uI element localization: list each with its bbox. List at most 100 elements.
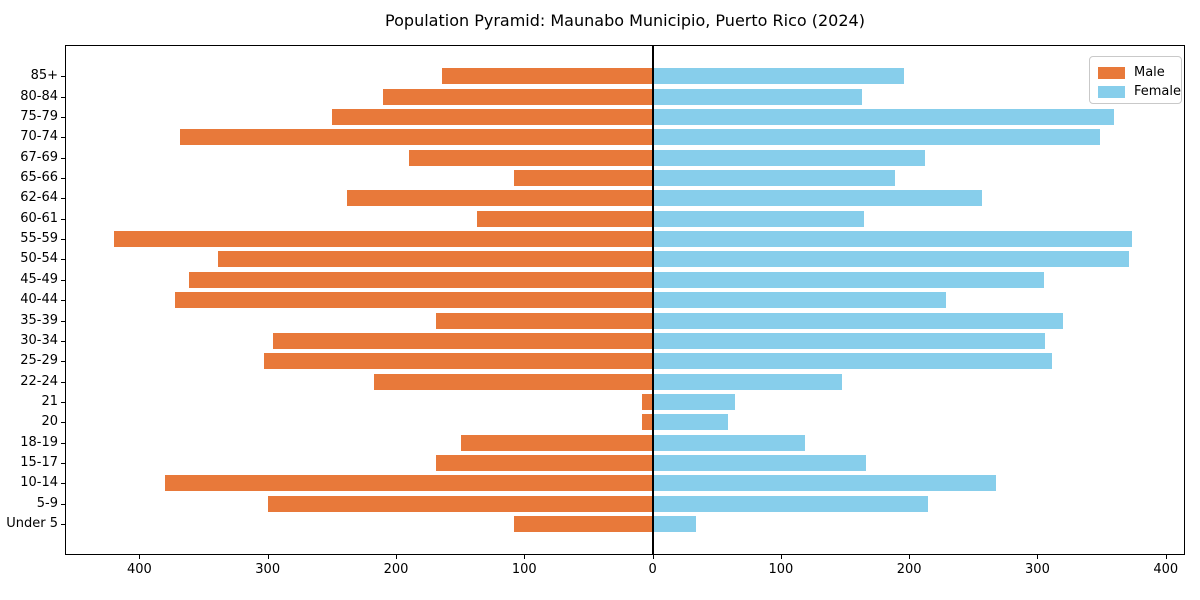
bar-female-70-74 (652, 129, 1101, 146)
xtick-label-300-7: 300 (1025, 562, 1050, 577)
ytick-label-25-29: 25-29 (20, 353, 58, 369)
bar-male-75-79 (331, 109, 653, 125)
ytick-mark-35-39 (61, 320, 65, 322)
bar-male-20 (642, 414, 653, 431)
xtick-label-100-3: 100 (511, 562, 537, 577)
bar-female-40-44 (652, 292, 947, 309)
ytick-label-85+: 85+ (30, 68, 58, 84)
ytick-mark-55-59 (61, 239, 65, 241)
ytick-mark-62-64 (61, 198, 65, 200)
bar-female-85+ (652, 68, 905, 85)
ytick-mark-45-49 (61, 279, 65, 281)
xtick-label-300-1: 300 (255, 562, 281, 577)
legend-female-swatch (1098, 85, 1125, 98)
ytick-label-5-9: 5-9 (36, 495, 58, 511)
bar-male-18-19 (461, 434, 653, 451)
bar-female-50-54 (652, 251, 1129, 268)
legend-entry-male: Male (1098, 64, 1173, 81)
ytick-label-15-17: 15-17 (20, 454, 58, 470)
bar-female-30-34 (652, 332, 1046, 349)
ytick-mark-70-74 (61, 137, 65, 139)
bar-female-5-9 (652, 495, 929, 512)
ytick-label-67-69: 67-69 (20, 149, 58, 165)
xtick-mark-400-0 (139, 555, 141, 559)
bar-female-55-59 (652, 231, 1133, 248)
ytick-mark-25-29 (61, 361, 65, 363)
legend-female-label: Female (1134, 84, 1182, 99)
ytick-label-under-5: Under 5 (6, 516, 58, 531)
bar-female-35-39 (652, 312, 1064, 329)
ytick-mark-50-54 (61, 259, 65, 261)
bar-female-25-29 (652, 353, 1052, 370)
bar-male-21 (642, 393, 653, 410)
bar-male-10-14 (165, 475, 653, 492)
bar-male-85+ (442, 68, 653, 85)
bar-male-25-29 (263, 353, 653, 370)
ytick-label-55-59: 55-59 (20, 231, 58, 247)
ytick-label-70-74: 70-74 (20, 129, 58, 145)
chart-title: Population Pyramid: Maunabo Municipio, P… (385, 11, 865, 30)
bar-male-22-24 (374, 373, 653, 390)
xtick-label-100-5: 100 (768, 562, 794, 577)
ytick-label-22-24: 22-24 (20, 373, 58, 389)
ytick-label-45-49: 45-49 (20, 271, 58, 287)
xtick-mark-100-3 (524, 555, 526, 559)
ytick-label-62-64: 62-64 (20, 190, 58, 206)
bar-male-67-69 (408, 149, 653, 166)
ytick-label-21: 21 (41, 393, 58, 409)
bar-male-45-49 (189, 271, 653, 288)
ytick-mark-10-14 (61, 483, 65, 485)
bar-female-21 (652, 393, 735, 410)
legend-male-swatch (1098, 66, 1125, 79)
ytick-label-50-54: 50-54 (20, 251, 58, 267)
bar-female-15-17 (652, 454, 866, 471)
bar-female-62-64 (652, 190, 983, 207)
ytick-label-65-66: 65-66 (20, 170, 58, 186)
bar-male-80-84 (383, 88, 653, 105)
ytick-label-10-14: 10-14 (20, 475, 58, 491)
bar-male-60-61 (476, 210, 653, 227)
bar-female-60-61 (652, 210, 865, 227)
xtick-label-0-4: 0 (648, 562, 657, 577)
ytick-label-40-44: 40-44 (20, 292, 58, 308)
bar-male-65-66 (514, 170, 653, 187)
bar-male-35-39 (435, 312, 653, 329)
bar-male-30-34 (272, 332, 653, 349)
bar-female-45-49 (652, 271, 1044, 288)
bar-male-70-74 (180, 129, 653, 146)
ytick-mark-20 (61, 422, 65, 424)
bar-male-55-59 (113, 231, 653, 248)
xtick-mark-200-2 (395, 555, 397, 559)
xtick-label-400-8: 400 (1153, 562, 1179, 577)
bar-male-50-54 (217, 251, 653, 268)
ytick-label-35-39: 35-39 (20, 312, 58, 328)
xtick-label-400-0: 400 (126, 562, 152, 577)
ytick-mark-75-79 (61, 117, 65, 118)
bar-male-5-9 (267, 495, 653, 512)
ytick-label-30-34: 30-34 (20, 332, 58, 348)
ytick-mark-85+ (61, 76, 65, 78)
ytick-label-75-79: 75-79 (20, 109, 58, 124)
zero-axis-line (651, 45, 654, 555)
xtick-label-200-2: 200 (383, 562, 409, 577)
ytick-label-60-61: 60-61 (20, 210, 58, 226)
bar-female-10-14 (652, 475, 997, 492)
xtick-label-200-6: 200 (896, 562, 922, 577)
ytick-mark-30-34 (61, 340, 65, 342)
ytick-mark-65-66 (61, 178, 65, 180)
bar-male-62-64 (347, 190, 653, 207)
bar-female-under-5 (652, 516, 697, 532)
ytick-label-18-19: 18-19 (20, 434, 58, 450)
bar-male-40-44 (175, 292, 653, 309)
legend-male-label: Male (1134, 65, 1165, 80)
bar-female-67-69 (652, 149, 925, 166)
ytick-label-20: 20 (41, 414, 58, 430)
ytick-mark-15-17 (61, 462, 65, 464)
bar-male-15-17 (435, 454, 653, 471)
ytick-mark-22-24 (61, 381, 65, 383)
xtick-mark-300-1 (267, 555, 269, 559)
bar-male-under-5 (514, 516, 653, 532)
bar-female-18-19 (652, 434, 806, 451)
legend: Male Female (1089, 56, 1182, 104)
ytick-mark-5-9 (61, 503, 65, 505)
